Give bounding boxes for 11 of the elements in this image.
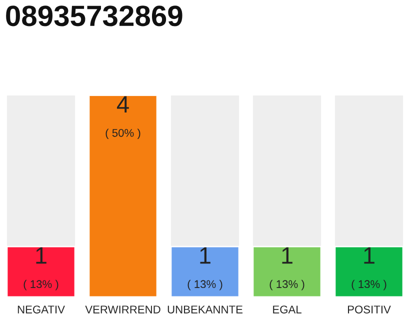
x-tick-label: EGAL: [273, 306, 302, 314]
data-label: 4 ( 50% ): [106, 96, 140, 140]
x-tick-label: NEGATIV: [18, 306, 65, 314]
data-label: 1 ( 13% ): [352, 247, 386, 290]
data-label: 1 ( 13% ): [188, 247, 222, 290]
chart-title: 08935732869: [6, 6, 182, 26]
x-tick-label: POSITIV: [348, 306, 391, 314]
x-tick-label: UNBEKANNTE: [168, 306, 242, 314]
x-tick-label: VERWIRREND: [85, 306, 160, 314]
data-label: 1 ( 13% ): [24, 247, 58, 290]
data-label: 1 ( 13% ): [270, 247, 304, 290]
